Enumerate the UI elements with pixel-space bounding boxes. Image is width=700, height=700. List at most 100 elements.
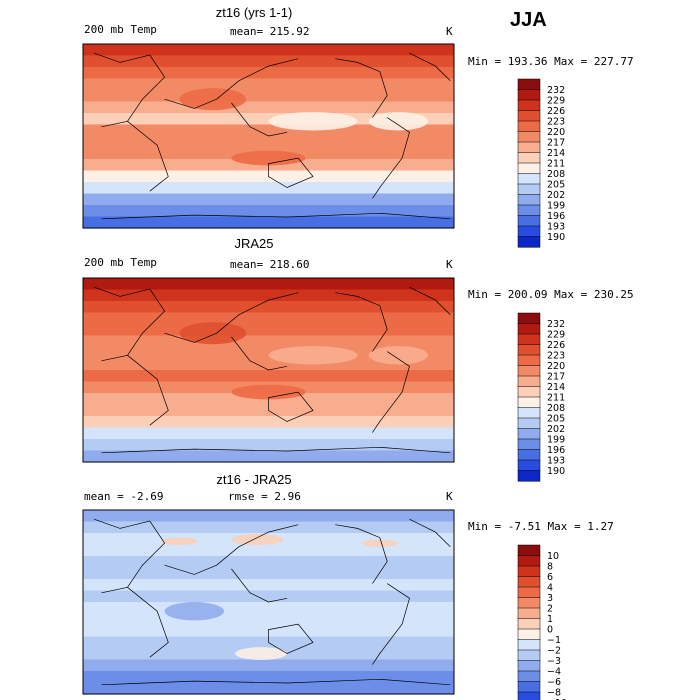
colorbar-tick-label: 202: [547, 190, 565, 201]
colorbar-swatch: [517, 555, 541, 567]
panel-1-units: K: [446, 25, 453, 38]
map-band: [83, 567, 454, 580]
map-coastline: [372, 583, 410, 665]
colorbar-swatch: [517, 344, 541, 356]
colorbar-tick-label: −8: [547, 688, 561, 699]
map-band: [83, 278, 454, 291]
colorbar-tick-label: −1: [547, 635, 561, 646]
colorbar-tick-label: 211: [547, 159, 565, 170]
colorbar-swatch: [517, 204, 541, 217]
panel-1-minmax: Min = 193.36 Max = 227.77: [468, 55, 634, 68]
colorbar-tick-label: 0: [547, 625, 553, 636]
colorbar-swatch: [517, 565, 541, 578]
colorbar-swatch: [517, 681, 541, 693]
colorbar-tick-label: 202: [547, 424, 565, 435]
map-anomaly-region: [231, 533, 284, 545]
map-coastline: [231, 568, 288, 603]
colorbar-swatch: [517, 649, 541, 662]
map-coastline: [101, 678, 451, 686]
map-band: [83, 289, 454, 302]
map-frame: [82, 277, 455, 463]
colorbar-swatch: [517, 236, 541, 248]
map-band: [83, 124, 454, 137]
map-band: [83, 216, 454, 229]
map-band: [83, 521, 454, 534]
map-anomaly-region: [235, 647, 288, 660]
colorbar-tick-label: 217: [547, 372, 565, 383]
map-anomaly-region: [268, 112, 358, 131]
panel-3-rmse-label: rmse = 2.96: [228, 490, 301, 503]
colorbar-swatch: [517, 597, 541, 609]
colorbar-swatch: [517, 194, 541, 206]
colorbar-tick-label: 223: [547, 351, 565, 362]
colorbar-swatch: [517, 375, 541, 388]
map-band: [83, 510, 454, 523]
colorbar-swatch: [517, 396, 541, 409]
map-band: [83, 347, 454, 360]
colorbar-tick-label: 220: [547, 361, 565, 372]
colorbar-swatch: [517, 183, 541, 196]
colorbar-swatch: [517, 449, 541, 461]
map-band: [83, 671, 454, 684]
map-band: [83, 659, 454, 672]
map-coastline: [231, 102, 288, 137]
colorbar-tick-label: 211: [547, 393, 565, 404]
colorbar-swatch: [517, 628, 541, 641]
map-coastline: [127, 587, 169, 658]
panel-2-title: JRA25: [234, 236, 274, 251]
map-frame: [82, 509, 455, 695]
colorbar-swatch: [517, 89, 541, 101]
colorbar-swatch: [517, 470, 541, 482]
map-anomaly-region: [179, 322, 247, 345]
colorbar-swatch: [517, 586, 541, 599]
colorbar-swatch: [517, 333, 541, 346]
colorbar-swatch: [517, 407, 541, 419]
map-band: [83, 439, 454, 452]
colorbar-swatch: [517, 670, 541, 683]
colorbar-tick-label: 2: [547, 604, 553, 615]
colorbar-swatch: [517, 428, 541, 440]
colorbar-tick-label: 196: [547, 211, 565, 222]
map-coastline: [409, 518, 451, 548]
map-coastline: [268, 623, 314, 654]
panel-2-minmax: Min = 200.09 Max = 230.25: [468, 288, 634, 301]
colorbar-tick-label: 1: [547, 614, 553, 625]
colorbar-swatch: [517, 99, 541, 112]
colorbar-tick-label: 190: [547, 466, 565, 477]
map-band: [83, 136, 454, 149]
colorbar-tick-label: −2: [547, 646, 561, 657]
map-band: [83, 450, 454, 463]
colorbar-tick-label: 4: [547, 583, 553, 594]
map-band: [83, 113, 454, 126]
map-band: [83, 370, 454, 383]
map-band: [83, 67, 454, 80]
colorbar-swatch: [517, 215, 541, 227]
map-coastline: [372, 117, 410, 199]
panel-3-minmax: Min = -7.51 Max = 1.27: [468, 520, 614, 533]
colorbar-swatch: [517, 78, 541, 91]
colorbar-swatch: [517, 639, 541, 651]
panel-3-title: zt16 - JRA25: [216, 472, 292, 487]
map-coastline: [127, 121, 169, 192]
colorbar-swatch: [517, 312, 541, 325]
colorbar-swatch: [517, 225, 541, 238]
map-band: [83, 590, 454, 603]
map-anomaly-region: [368, 346, 429, 365]
map-band: [83, 78, 454, 91]
map-band: [83, 90, 454, 103]
map-band: [83, 427, 454, 440]
map-band: [83, 324, 454, 337]
map-coastline: [127, 355, 169, 426]
map-anomaly-region: [368, 112, 429, 131]
map-band: [83, 358, 454, 371]
map-anomaly-region: [361, 539, 399, 547]
map-band: [83, 182, 454, 195]
map-coastline: [164, 58, 299, 109]
map-anomaly-region: [179, 88, 247, 111]
map-anomaly-region: [164, 602, 224, 621]
colorbar-swatch: [517, 120, 541, 133]
map-band: [83, 335, 454, 348]
panel-3-mean-label: mean = -2.69: [84, 490, 164, 503]
map-coastline: [335, 58, 388, 118]
